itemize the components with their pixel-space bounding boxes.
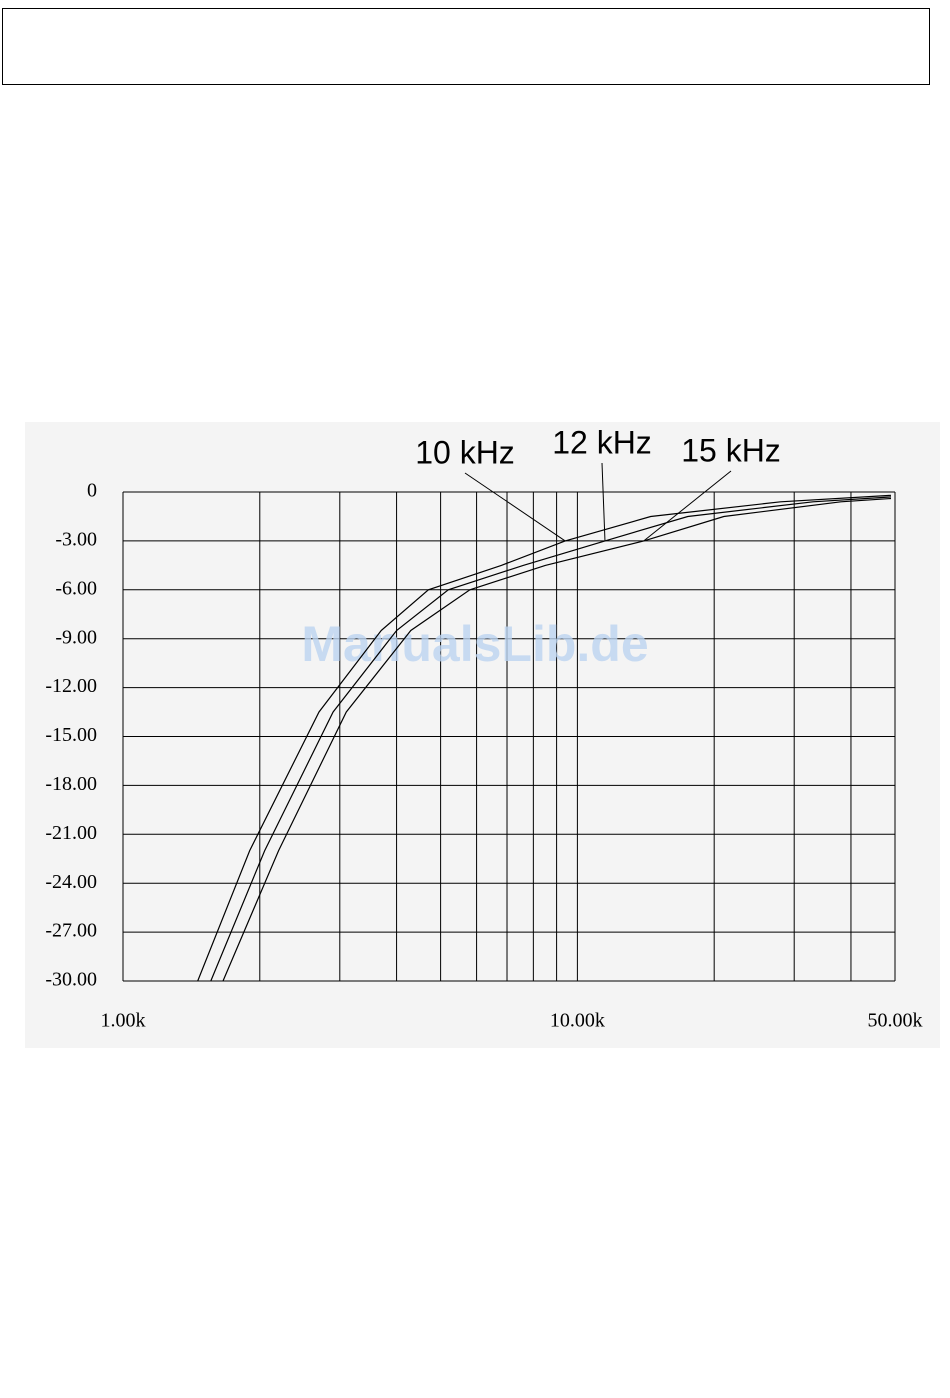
y-tick-label: -6.00 (55, 577, 97, 599)
y-tick-label: 0 (87, 480, 97, 502)
header-box (2, 8, 930, 85)
leader-line (464, 472, 566, 542)
y-tick-label: -3.00 (55, 528, 97, 550)
curve-label: 15 kHz (681, 432, 781, 468)
chart-background (25, 422, 940, 1048)
x-tick-label: 50.00k (868, 1010, 923, 1032)
curve (222, 497, 892, 982)
curve (210, 496, 892, 982)
y-tick-label: -15.00 (45, 724, 97, 746)
curve-label: 10 kHz (415, 434, 515, 470)
x-tick-label: 10.00k (550, 1010, 605, 1032)
y-tick-label: -12.00 (45, 675, 97, 697)
curve (197, 494, 892, 982)
y-tick-label: -27.00 (45, 920, 97, 942)
watermark: ManualsLib.de (301, 616, 648, 672)
curve-label: 12 kHz (552, 424, 652, 460)
y-tick-label: -24.00 (45, 871, 97, 893)
leader-line (643, 470, 732, 542)
y-tick-label: -18.00 (45, 773, 97, 795)
y-tick-label: -9.00 (55, 626, 97, 648)
y-tick-label: -21.00 (45, 822, 97, 844)
leader-line (601, 462, 606, 541)
x-tick-label: 1.00k (101, 1010, 146, 1032)
y-tick-label: -30.00 (45, 969, 97, 991)
